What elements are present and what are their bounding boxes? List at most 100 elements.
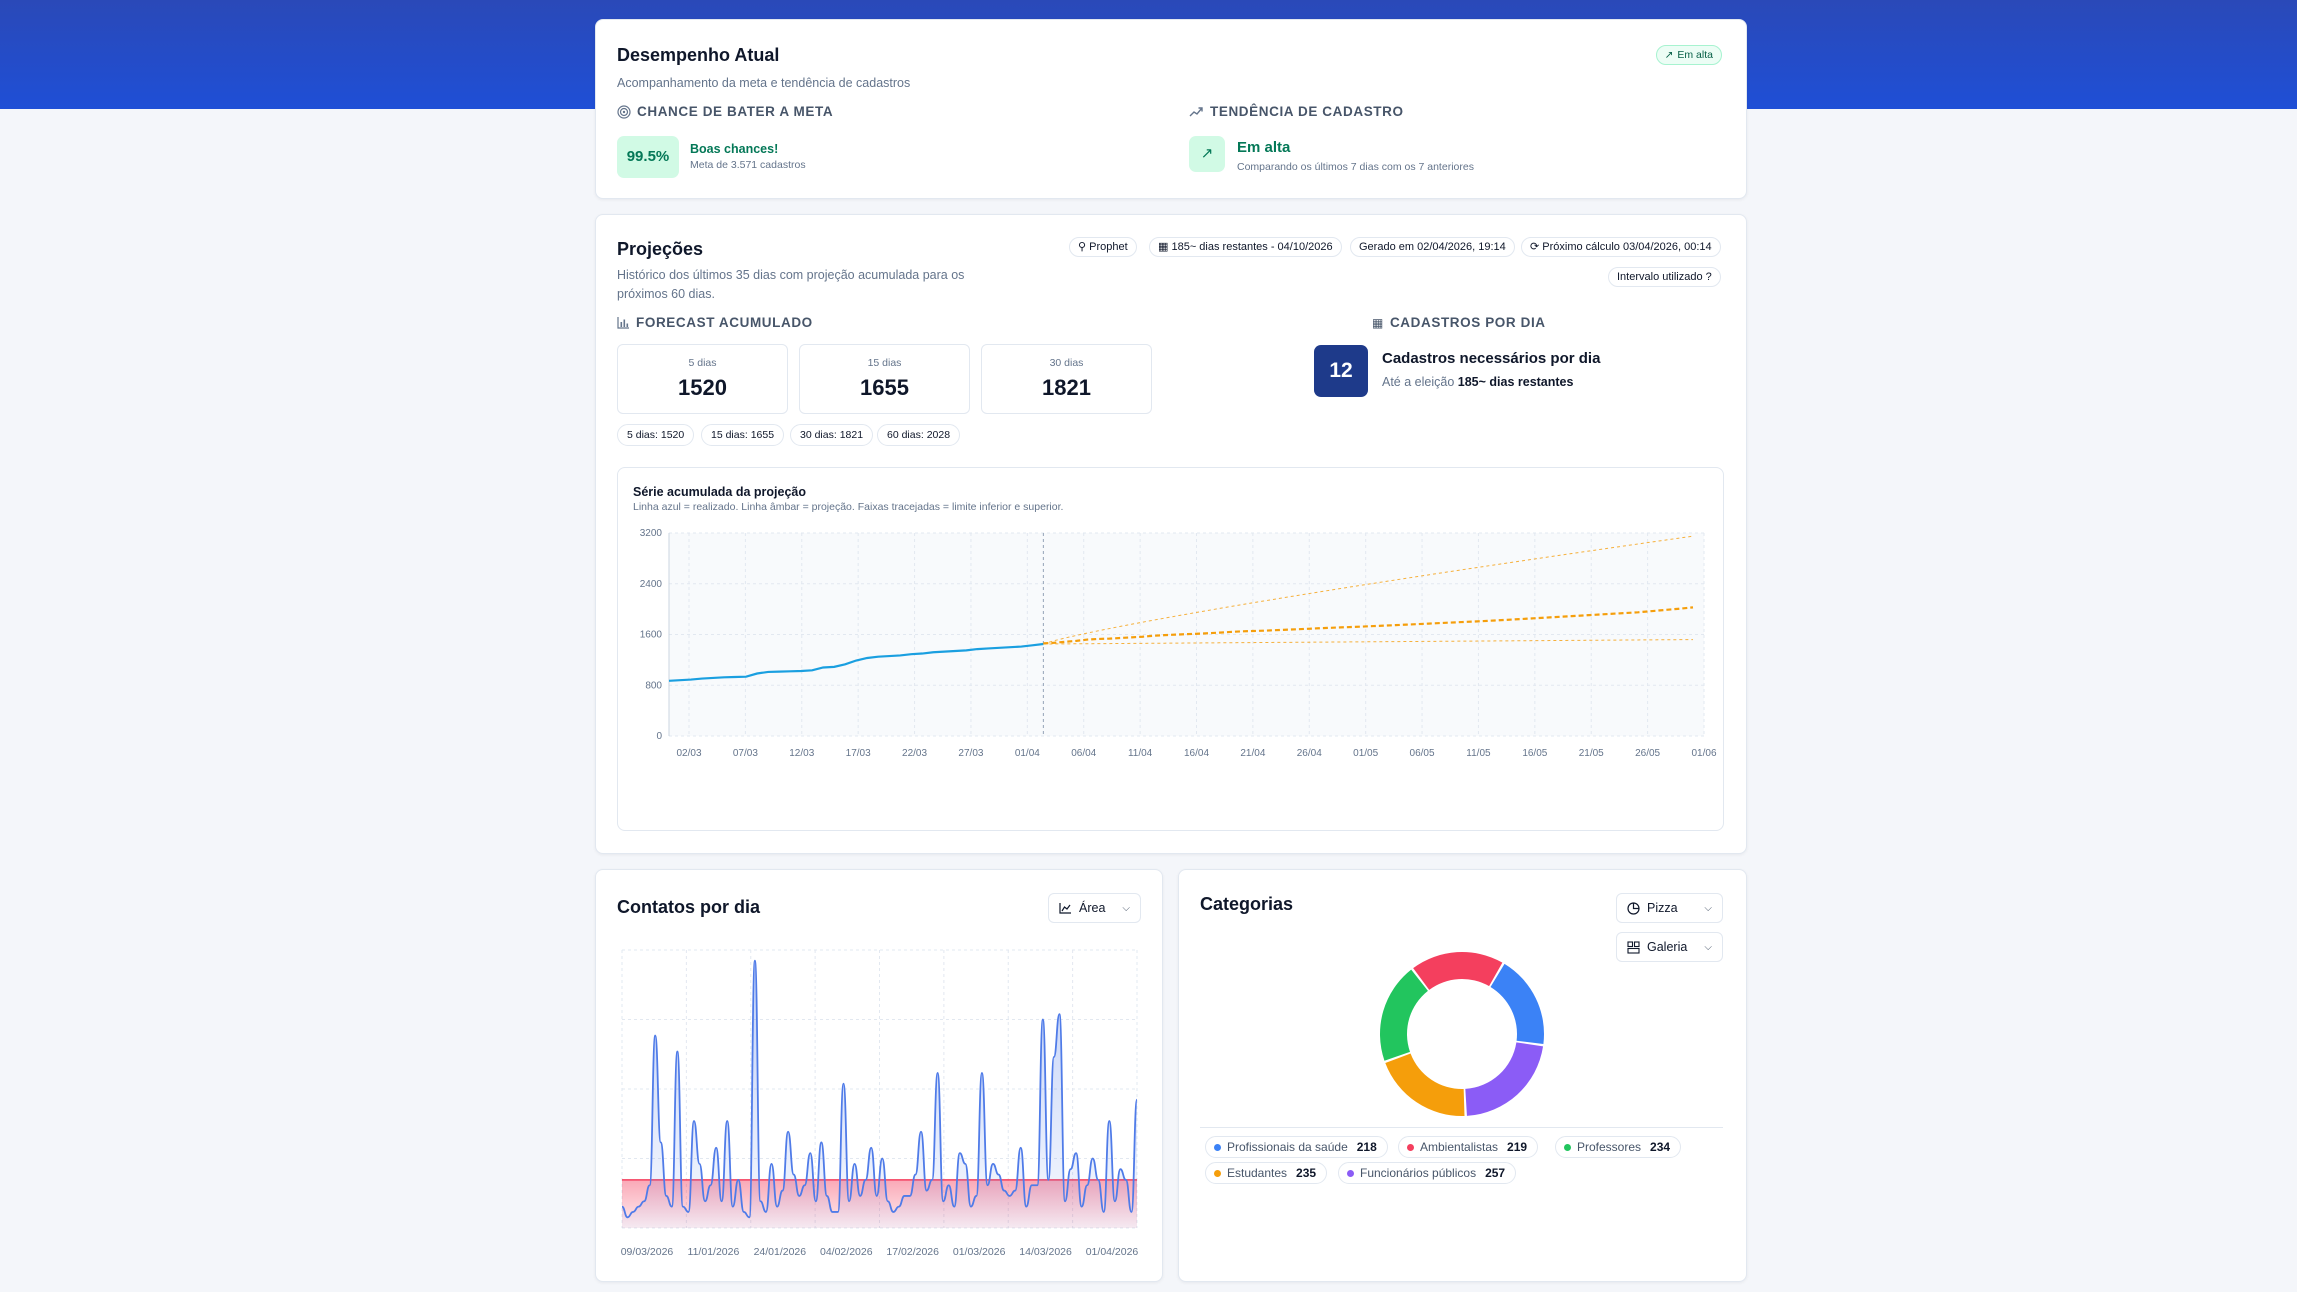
perday-sub: Até a eleição 185~ dias restantes [1382, 375, 1573, 389]
trend-badge-label: Em alta [1677, 49, 1713, 61]
forecast-box-label: 30 dias [1049, 357, 1084, 369]
arrow-up-right-icon: ↗ [1664, 49, 1674, 61]
categories-type-value: Pizza [1647, 901, 1678, 915]
x-tick-label: 26/04 [1297, 748, 1322, 759]
refresh-icon: ⟳ [1530, 241, 1540, 253]
legend-item[interactable]: Estudantes 235 [1205, 1162, 1328, 1184]
trend-arrow-box: ↗ [1189, 136, 1225, 172]
perday-value: 12 [1314, 345, 1368, 397]
perday-heading-label: CADASTROS POR DIA [1389, 315, 1546, 330]
x-tick-label: 01/03/2026 [953, 1246, 1006, 1258]
x-tick-label: 06/05 [1410, 748, 1435, 759]
y-tick-label: 3200 [640, 528, 663, 539]
forecast-box-value: 1821 [1042, 375, 1091, 400]
legend-value: 219 [1507, 1140, 1528, 1154]
legend-item[interactable]: Ambientalistas 219 [1398, 1136, 1539, 1158]
legend-label: Profissionais da saúde [1227, 1140, 1348, 1154]
categories-chart-type-select[interactable]: Pizza ⌵ [1616, 893, 1723, 923]
x-tick-label: 26/05 [1635, 748, 1660, 759]
trend-sub: Comparando os últimos 7 dias com os 7 an… [1237, 161, 1474, 173]
pie-slice [1490, 963, 1544, 1044]
legend-item[interactable]: Profissionais da saúde 218 [1205, 1136, 1388, 1158]
contacts-area-chart: 09/03/2026 11/01/2026 24/01/2026 04/02/2026… [621, 949, 1139, 1258]
perday-sub-strong: 185~ dias restantes [1457, 375, 1574, 389]
trend-heading: TENDÊNCIA DE CADASTRO [1189, 104, 1404, 119]
legend-dot [1407, 1143, 1414, 1151]
projections-title: Projeções [617, 239, 704, 259]
trend-label: Em alta [1237, 139, 1291, 156]
legend-value: 234 [1650, 1140, 1671, 1154]
categories-donut-chart [1380, 952, 1544, 1116]
chance-heading: CHANCE DE BATER A META [617, 104, 833, 119]
x-tick-label: 22/03 [902, 748, 927, 759]
cumulative-chart-note: Linha azul = realizado. Linha âmbar = pr… [633, 501, 1064, 513]
chance-value: 99.5% [617, 136, 679, 178]
forecast-box-5: 5 dias 1520 [617, 344, 788, 414]
y-tick-label: 800 [645, 680, 662, 691]
x-tick-label: 01/04/2026 [1086, 1246, 1139, 1258]
chance-sub: Meta de 3.571 cadastros [690, 159, 806, 171]
x-tick-label: 01/04 [1015, 748, 1040, 759]
performance-subtitle: Acompanhamento da meta e tendência de ca… [617, 76, 911, 90]
trend-badge: ↗ Em alta [1655, 45, 1722, 65]
categories-view-select[interactable]: Galeria ⌵ [1616, 932, 1723, 962]
projection-line [1043, 606, 1694, 645]
generated-pill: Gerado em 02/04/2026, 19:14 [1350, 237, 1515, 257]
legend-value: 257 [1485, 1166, 1506, 1180]
pie-slice [1380, 969, 1428, 1061]
x-tick-label: 09/03/2026 [621, 1246, 674, 1258]
x-tick-label: 07/03 [733, 748, 758, 759]
interval-button[interactable]: Intervalo utilizado ? [1608, 267, 1721, 287]
chance-label: Boas chances! [690, 142, 779, 156]
chevron-down-icon: ⌵ [1704, 902, 1712, 914]
x-tick-label: 16/05 [1522, 748, 1547, 759]
days-remaining-pill: ▦ 185~ dias restantes - 04/10/2026 [1149, 237, 1342, 257]
cumulative-chart-title: Série acumulada da projeção [633, 485, 806, 499]
x-tick-label: 17/02/2026 [886, 1246, 939, 1258]
x-tick-label: 21/04 [1240, 748, 1265, 759]
legend-label: Professores [1577, 1140, 1642, 1154]
y-tick-label: 1600 [640, 630, 663, 641]
legend-dot [1214, 1169, 1221, 1177]
x-tick-label: 27/03 [958, 748, 983, 759]
forecast-box-label: 5 dias [688, 357, 717, 369]
contacts-area-fill [622, 960, 1137, 1228]
x-tick-label: 16/04 [1184, 748, 1209, 759]
x-tick-label: 02/03 [676, 748, 701, 759]
legend-dot [1214, 1143, 1221, 1151]
legend-item[interactable]: Funcionários públicos 257 [1338, 1162, 1517, 1184]
upper-bound-line [1043, 535, 1694, 645]
performance-card: Desempenho Atual Acompanhamento da meta … [595, 19, 1747, 199]
categories-legend-divider [1200, 1127, 1723, 1128]
x-tick-label: 17/03 [846, 748, 871, 759]
next-calc-label: Próximo cálculo 03/04/2026, 00:14 [1542, 241, 1712, 253]
legend-value: 235 [1296, 1166, 1317, 1180]
bar-chart-icon [617, 317, 629, 329]
forecast-box-value: 1655 [860, 375, 909, 400]
pie-slice [1413, 952, 1503, 990]
contacts-line [621, 959, 1138, 1219]
x-tick-label: 11/04 [1128, 748, 1153, 759]
legend-label: Funcionários públicos [1360, 1166, 1477, 1180]
perday-sub-prefix: Até a eleição [1382, 375, 1455, 389]
forecast-box-label: 15 dias [867, 357, 902, 369]
area-chart-icon [1059, 903, 1071, 914]
target-icon [617, 104, 631, 119]
legend-value: 218 [1356, 1140, 1377, 1154]
contacts-chart-type-select[interactable]: Área ⌵ [1048, 893, 1141, 923]
x-tick-label: 21/05 [1579, 748, 1604, 759]
trend-heading-label: TENDÊNCIA DE CADASTRO [1210, 104, 1404, 119]
forecast-heading: FORECAST ACUMULADO [617, 315, 813, 330]
next-calc-pill: ⟳ Próximo cálculo 03/04/2026, 00:14 [1521, 237, 1721, 257]
legend-item[interactable]: Professores 234 [1555, 1136, 1682, 1158]
forecast-box-30: 30 dias 1821 [981, 344, 1152, 414]
model-pill-label: Prophet [1089, 241, 1128, 253]
performance-title: Desempenho Atual [617, 45, 780, 65]
forecast-chip: 15 dias: 1655 [701, 424, 785, 446]
forecast-box-value: 1520 [678, 375, 727, 400]
x-tick-label: 11/05 [1466, 748, 1491, 759]
categories-view-value: Galeria [1647, 940, 1688, 954]
forecast-box-15: 15 dias 1655 [799, 344, 970, 414]
x-tick-label: 01/05 [1353, 748, 1378, 759]
perday-title: Cadastros necessários por dia [1382, 350, 1601, 367]
